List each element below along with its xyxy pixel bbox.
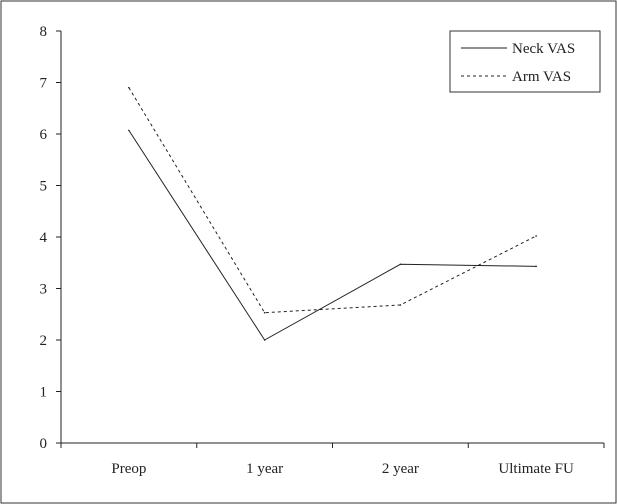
data-point-arm-vas: [399, 304, 402, 306]
data-point-arm-vas: [263, 311, 266, 314]
data-point-arm-vas: [535, 235, 537, 237]
x-tick-label: Ultimate FU: [498, 461, 574, 477]
y-tick-label: 6: [40, 127, 48, 143]
series-line-neck-vas: [128, 130, 537, 341]
y-tick-label: 8: [40, 24, 48, 40]
x-tick-label: Preop: [111, 461, 146, 477]
y-tick-label: 5: [40, 179, 48, 195]
series-line-arm-vas: [128, 87, 537, 314]
x-tick-label: 2 year: [382, 461, 419, 477]
series-lines: [128, 86, 537, 341]
x-tick-label: 1 year: [246, 461, 283, 477]
y-tick-label: 2: [40, 333, 48, 349]
data-point-neck-vas: [399, 263, 402, 266]
y-tick-label: 4: [40, 230, 48, 246]
data-point-neck-vas: [128, 129, 130, 132]
axes: 0 1 2 3 4 5 6 7 8 Preop 1 year 2 year Ultimate FU: [40, 24, 605, 477]
legend-label-neck-vas: Neck VAS: [512, 41, 575, 57]
data-point-neck-vas: [263, 339, 266, 341]
y-tick-label: 3: [40, 282, 48, 298]
y-tick-label: 0: [40, 436, 48, 452]
legend-box: [449, 30, 601, 93]
data-point-arm-vas: [128, 86, 130, 89]
y-tick-label: 7: [40, 76, 48, 92]
legend-label-arm-vas: Arm VAS: [512, 69, 571, 85]
legend: Neck VAS Arm VAS: [449, 30, 601, 93]
y-tick-label: 1: [40, 385, 48, 401]
data-point-neck-vas: [535, 265, 537, 268]
